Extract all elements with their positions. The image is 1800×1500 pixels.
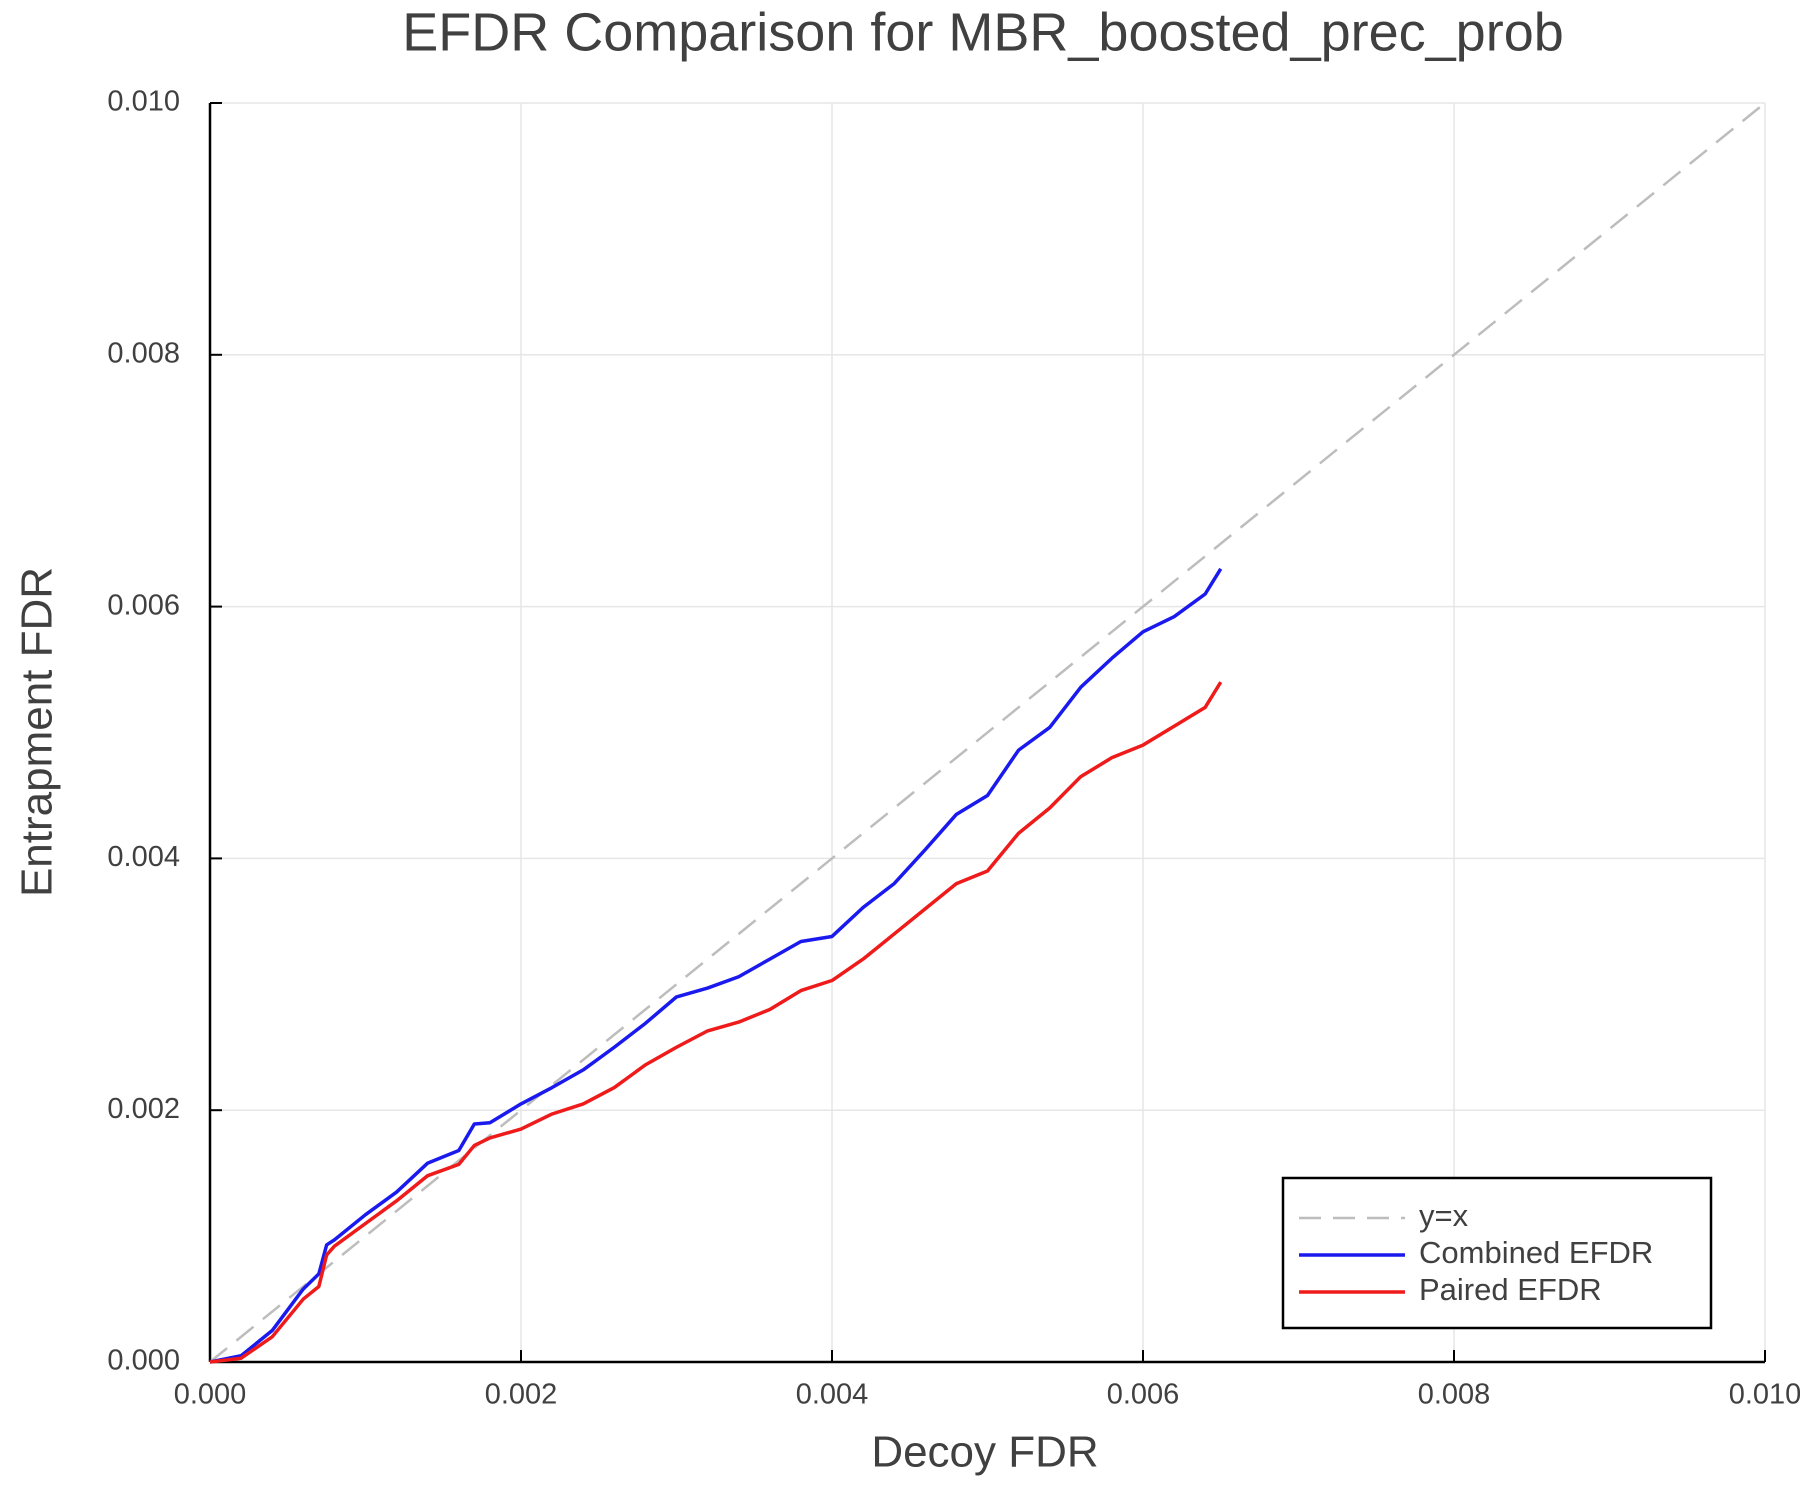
x-tick-label: 0.008 bbox=[1418, 1379, 1491, 1411]
y-tick-label: 0.008 bbox=[107, 337, 180, 369]
legend-box bbox=[1281, 1176, 1713, 1330]
x-axis-label: Decoy FDR bbox=[871, 1428, 1098, 1477]
y-tick-label: 0.002 bbox=[107, 1093, 180, 1125]
chart-title: EFDR Comparison for MBR_boosted_prec_pro… bbox=[402, 2, 1564, 62]
legend-label: Paired EFDR bbox=[1419, 1272, 1602, 1307]
series-line bbox=[209, 681, 1223, 1364]
series-line bbox=[209, 567, 1223, 1364]
y-tick-label: 0.004 bbox=[107, 841, 180, 873]
series-line bbox=[209, 102, 1766, 1363]
x-tick-label: 0.002 bbox=[485, 1379, 558, 1411]
x-tick-label: 0.010 bbox=[1729, 1379, 1800, 1411]
y-tick-label: 0.000 bbox=[107, 1345, 180, 1377]
y-axis-label: Entrapment FDR bbox=[13, 567, 62, 897]
x-tick-label: 0.000 bbox=[174, 1379, 247, 1411]
legend-label: y=x bbox=[1419, 1198, 1469, 1233]
x-tick-label: 0.006 bbox=[1107, 1379, 1180, 1411]
y-tick-label: 0.010 bbox=[107, 86, 180, 118]
y-tick-label: 0.006 bbox=[107, 589, 180, 621]
x-tick-label: 0.004 bbox=[796, 1379, 869, 1411]
legend-label: Combined EFDR bbox=[1419, 1235, 1653, 1270]
